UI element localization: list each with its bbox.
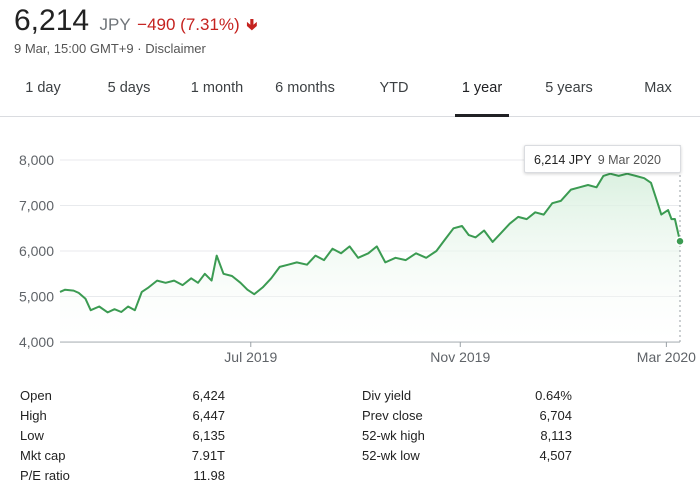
stat-row-pe-ratio: P/E ratio 11.98: [20, 468, 225, 488]
stat-row-52wk-high: 52-wk high 8,113: [362, 428, 572, 448]
stat-label: P/E ratio: [20, 468, 70, 483]
stat-label: Open: [20, 388, 52, 403]
price-chart: 4,000 5,000 6,000 7,000 8,000 Jul 2019 Nov 201…: [0, 117, 700, 377]
stat-value: 11.98: [193, 468, 225, 483]
y-tick-label: 8,000: [19, 152, 54, 168]
stat-value: 7.91T: [191, 448, 225, 463]
tab-1-day[interactable]: 1 day: [25, 80, 61, 96]
stat-label: Mkt cap: [20, 448, 66, 463]
x-tick-label: Nov 2019: [430, 349, 490, 365]
stat-label: 52-wk high: [362, 428, 425, 443]
last-point-marker: [675, 236, 685, 247]
x-tick-label: Mar 2020: [637, 349, 696, 365]
stat-value: 6,135: [192, 428, 225, 443]
stat-label: Low: [20, 428, 44, 443]
stat-value: 0.64%: [535, 388, 572, 403]
range-tabs: 1 day 5 days 1 month 6 months YTD 1 year…: [0, 70, 700, 117]
stat-row-mkt-cap: Mkt cap 7.91T: [20, 448, 225, 468]
tooltip-date: 9 Mar 2020: [597, 153, 661, 167]
currency-code: JPY: [99, 15, 131, 34]
stat-label: High: [20, 408, 47, 423]
stat-value: 6,447: [192, 408, 225, 423]
tab-5-years[interactable]: 5 years: [545, 80, 593, 96]
y-tick-label: 5,000: [19, 289, 54, 305]
current-price: 6,214: [14, 4, 90, 37]
price-series-line: [59, 172, 681, 314]
stat-row-open: Open 6,424: [20, 388, 225, 408]
stat-row-52wk-low: 52-wk low 4,507: [362, 448, 572, 468]
stat-value: 4,507: [539, 448, 572, 463]
y-tick-label: 6,000: [19, 243, 54, 259]
disclaimer-link[interactable]: Disclaimer: [145, 41, 206, 56]
stat-value: 6,424: [192, 388, 225, 403]
y-tick-label: 7,000: [19, 198, 54, 214]
stat-label: 52-wk low: [362, 448, 420, 463]
stat-value: 8,113: [540, 428, 572, 443]
stats-right: Div yield 0.64% Prev close 6,704 52-wk h…: [362, 388, 572, 468]
quote-timestamp: 9 Mar, 15:00 GMT+9: [14, 41, 134, 56]
stat-row-div-yield: Div yield 0.64%: [362, 388, 572, 408]
stat-row-low: Low 6,135: [20, 428, 225, 448]
stat-label: Prev close: [362, 408, 423, 423]
tab-6-months[interactable]: 6 months: [275, 80, 335, 96]
price-change: −490 (7.31%): [137, 15, 240, 34]
arrow-down-icon: 🢃: [246, 17, 258, 34]
price-area-fill: [60, 173, 680, 342]
stat-row-high: High 6,447: [20, 408, 225, 428]
stat-row-prev-close: Prev close 6,704: [362, 408, 572, 428]
tab-max[interactable]: Max: [644, 80, 672, 96]
tab-1-month[interactable]: 1 month: [190, 80, 244, 96]
x-tick-label: Jul 2019: [224, 349, 277, 365]
stat-value: 6,704: [539, 408, 572, 423]
stats-left: Open 6,424 High 6,447 Low 6,135 Mkt cap …: [20, 388, 225, 488]
price-chart-svg: 4,000 5,000 6,000 7,000 8,000 Jul 2019 Nov 201…: [19, 145, 696, 365]
tab-ytd[interactable]: YTD: [379, 80, 409, 96]
tab-1-year[interactable]: 1 year: [455, 70, 509, 117]
chart-tooltip: 6,214 JPY 9 Mar 2020: [524, 145, 681, 173]
quote-header: 6,214 JPY −490 (7.31%) 🢃: [14, 4, 258, 41]
quote-subline: 9 Mar, 15:00 GMT+9 · Disclaimer: [14, 41, 206, 56]
tab-5-days[interactable]: 5 days: [107, 80, 151, 96]
tooltip-price: 6,214 JPY: [534, 153, 592, 167]
y-tick-label: 4,000: [19, 334, 54, 350]
stat-label: Div yield: [362, 388, 412, 403]
separator: ·: [137, 41, 142, 56]
